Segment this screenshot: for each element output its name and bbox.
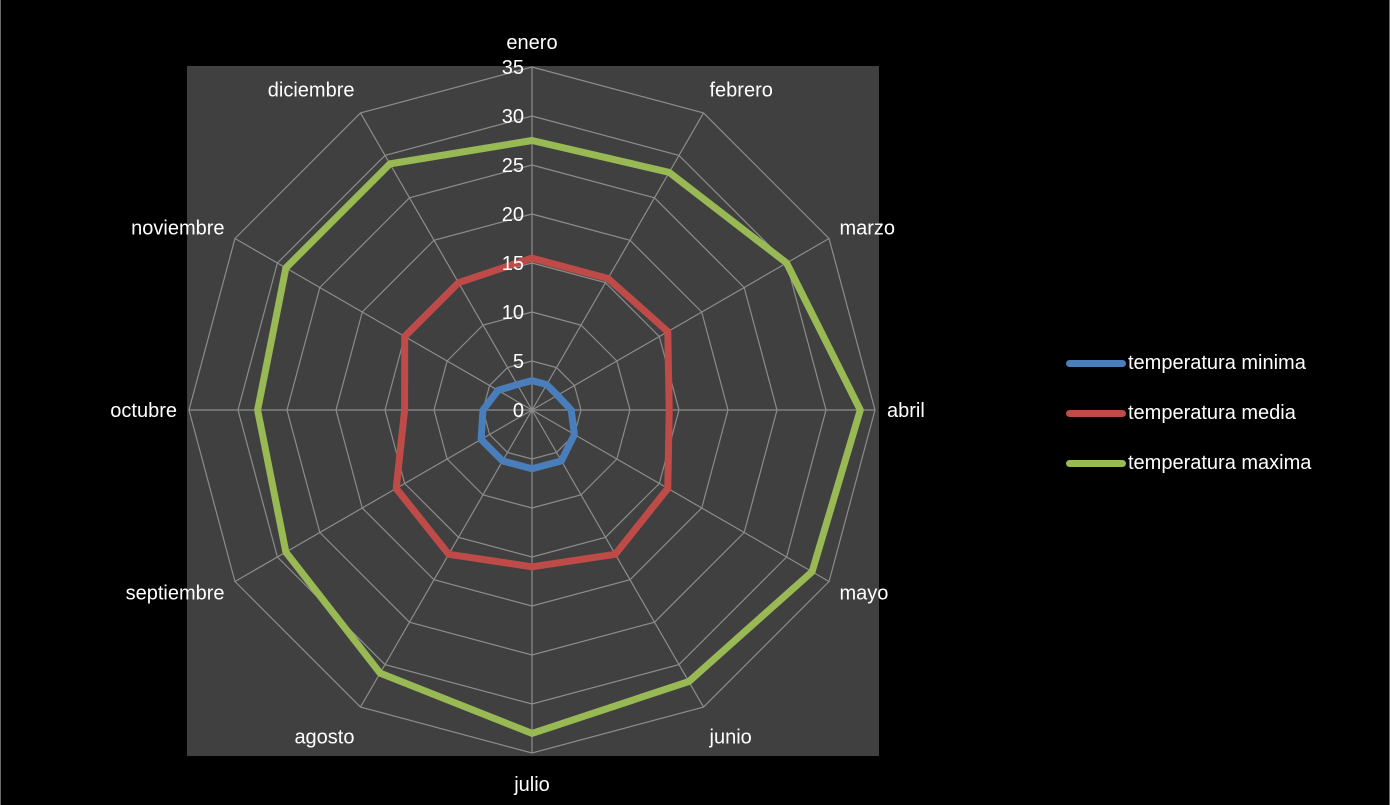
tick-label-20: 20 — [502, 204, 524, 226]
category-label-octubre: octubre — [110, 400, 177, 422]
category-label-enero: enero — [506, 32, 557, 54]
tick-label-15: 15 — [502, 253, 524, 275]
category-layer: enero febrero marzo abril mayo junio julio agos… — [110, 32, 925, 796]
category-label-diciembre: diciembre — [268, 80, 355, 102]
tick-label-0: 0 — [513, 400, 524, 422]
category-label-agosto: agosto — [294, 726, 354, 748]
tick-label-25: 25 — [502, 155, 524, 177]
category-label-julio: julio — [513, 774, 550, 796]
legend-item-maxima: temperatura maxima — [1066, 445, 1386, 481]
grid-spoke-febrero — [531, 112, 705, 411]
tick-label-30: 30 — [502, 106, 524, 128]
category-label-noviembre: noviembre — [131, 218, 224, 240]
legend-label-maxima: temperatura maxima — [1128, 451, 1312, 474]
legend-label-media: temperatura media — [1128, 401, 1296, 424]
category-label-abril: abril — [887, 400, 925, 422]
legend-label-minima: temperatura minima — [1128, 351, 1306, 374]
series-line-0 — [477, 377, 578, 473]
category-label-marzo: marzo — [839, 218, 895, 240]
series-line-1 — [392, 254, 673, 571]
grid-spoke-marzo — [531, 237, 830, 411]
series-line-2 — [254, 137, 864, 737]
tick-label-5: 5 — [513, 351, 524, 373]
category-label-febrero: febrero — [710, 80, 773, 102]
legend-swatch-maxima — [1066, 459, 1126, 467]
series-layer — [254, 137, 864, 737]
legend: temperatura minima temperatura media tem… — [1066, 345, 1386, 495]
legend-swatch-minima — [1066, 359, 1126, 367]
tick-label-35: 35 — [502, 57, 524, 79]
category-label-mayo: mayo — [839, 583, 888, 605]
grid-spoke-mayo — [531, 409, 830, 583]
legend-item-minima: temperatura minima — [1066, 345, 1386, 381]
tick-label-10: 10 — [502, 302, 524, 324]
legend-item-media: temperatura media — [1066, 395, 1386, 431]
category-label-junio: junio — [709, 726, 752, 748]
legend-swatch-media — [1066, 409, 1126, 417]
category-label-septiembre: septiembre — [126, 583, 225, 605]
tick-layer: 0 5 10 15 20 25 30 35 — [502, 57, 524, 422]
